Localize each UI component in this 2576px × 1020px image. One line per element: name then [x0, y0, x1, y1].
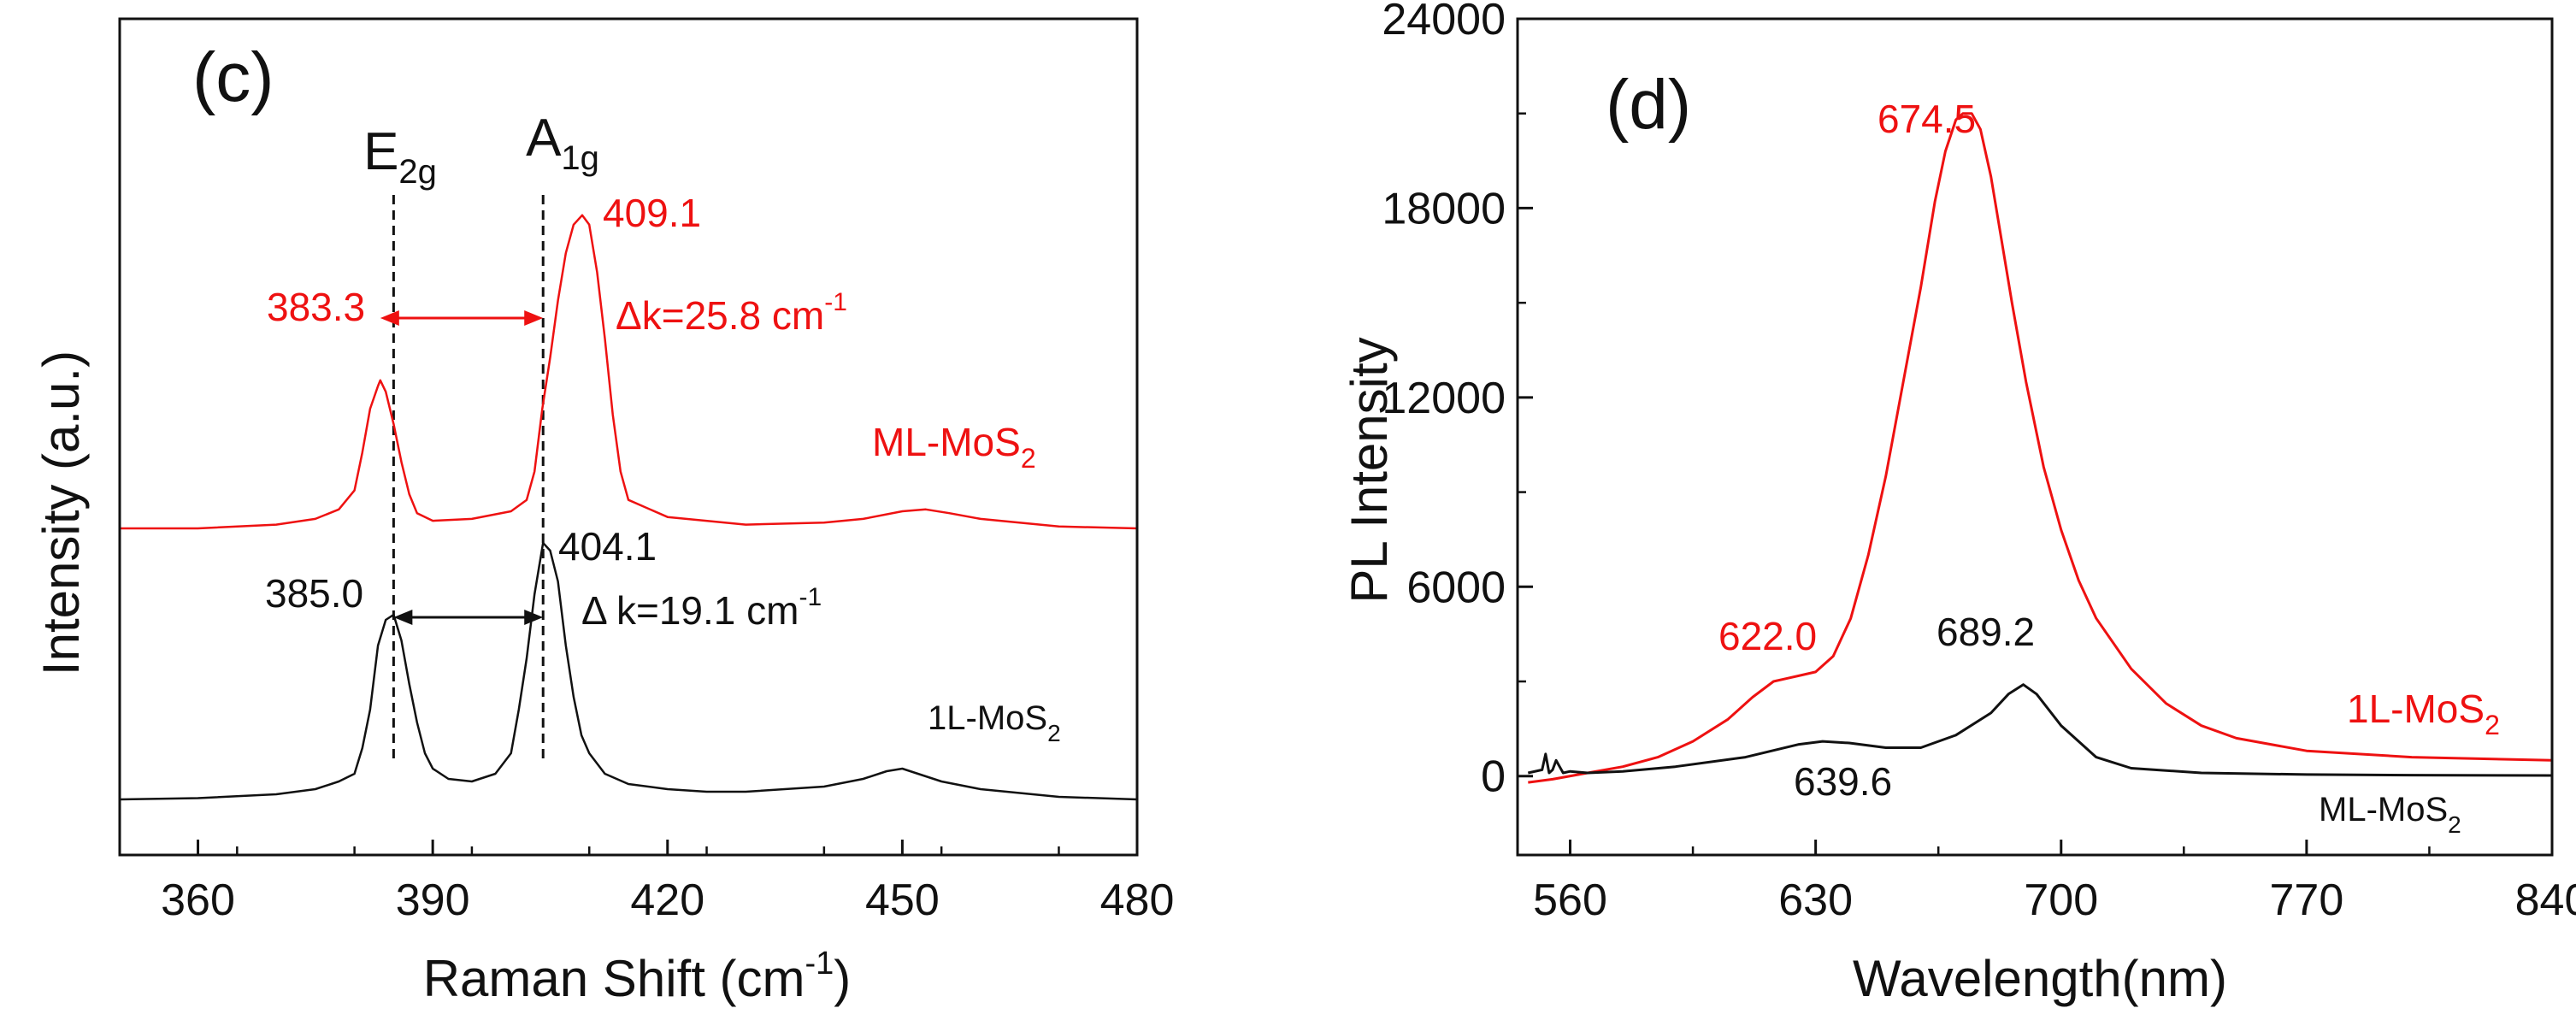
y-tick-label-24000: 24000	[1382, 0, 1506, 44]
y-tick-label-0: 0	[1481, 752, 1506, 802]
series-label-1l-mos2-pl-base: 1L-MoS	[2347, 687, 2485, 731]
annotation-674-5: 674.5	[1877, 97, 1976, 141]
shift-label-ml-sup: -1	[824, 288, 847, 316]
panel-d-y-ticks: 0 6000 12000 18000 24000	[1382, 0, 1533, 802]
series-label-1l-mos2-pl: 1L-MoS2	[2347, 687, 2500, 740]
y-tick-label-12000: 12000	[1382, 374, 1506, 423]
panel-d-xlabel: Wavelength(nm)	[1853, 950, 2227, 1007]
series-label-ml-mos2-raman-base: ML-MoS	[872, 420, 1021, 464]
series-line-1l-mos2-pl	[1528, 112, 2553, 784]
series-label-ml-mos2-raman: ML-MoS2	[872, 420, 1036, 474]
mode-label-a1g-sub: 1g	[561, 139, 599, 177]
panel-c: (c) Intensity (a.u.) Raman Shift (cm-1) …	[32, 17, 1175, 1007]
series-line-ml-mos2-raman	[120, 214, 1138, 530]
panel-d-label: (d)	[1606, 66, 1691, 144]
panel-c-ylabel: Intensity (a.u.)	[32, 351, 90, 675]
series-label-ml-mos2-raman-sub: 2	[1021, 443, 1036, 474]
x-tick-label-630: 630	[1778, 876, 1853, 925]
mode-label-a1g: A1g	[526, 109, 599, 177]
mode-label-a1g-base: A	[526, 109, 562, 168]
panel-c-xlabel: Raman Shift (cm-1)	[423, 946, 852, 1007]
x-tick-label-700: 700	[2024, 876, 2098, 925]
shift-arrow-ml-head-left	[380, 310, 399, 326]
panel-d-ylabel: PL Intensity	[1341, 337, 1398, 603]
mode-label-e2g-base: E	[363, 122, 398, 181]
x-tick-label-390: 390	[396, 876, 470, 925]
series-label-1l-mos2-raman-base: 1L-MoS	[928, 699, 1047, 737]
series-line-1l-mos2-raman	[119, 541, 1138, 801]
annotation-404-1: 404.1	[558, 524, 657, 569]
mode-label-e2g-sub: 2g	[398, 153, 437, 191]
shift-label-1l: Δ k=19.1 cm-1	[581, 583, 822, 633]
panel-c-axes-frame	[118, 17, 1139, 857]
series-label-1l-mos2-raman: 1L-MoS2	[928, 699, 1061, 746]
series-line-ml-mos2-pl	[1527, 683, 2553, 777]
x-tick-label-450: 450	[865, 876, 940, 925]
annotation-385-0: 385.0	[265, 571, 363, 616]
series-label-ml-mos2-pl-base: ML-MoS	[2319, 791, 2448, 828]
shift-label-ml: Δk=25.8 cm-1	[616, 288, 847, 338]
panel-d: (d) PL Intensity Wavelength(nm) 674.5 62…	[1341, 0, 2576, 1007]
series-label-1l-mos2-pl-sub: 2	[2485, 710, 2500, 740]
series-label-ml-mos2-pl: ML-MoS2	[2319, 791, 2461, 838]
mode-label-e2g: E2g	[363, 122, 437, 191]
shift-label-1l-sup: -1	[799, 583, 822, 611]
shift-label-1l-text: Δ k=19.1 cm	[581, 588, 799, 633]
shift-arrow-1l	[393, 610, 544, 625]
panel-d-axes-frame	[1516, 17, 2554, 857]
panel-c-x-ticks: 360 390 420 450 480	[118, 840, 1175, 925]
annotation-639-6: 639.6	[1794, 759, 1892, 804]
shift-arrow-ml	[380, 310, 544, 326]
x-tick-label-770: 770	[2269, 876, 2343, 925]
y-tick-label-6000: 6000	[1406, 563, 1506, 612]
y-tick-label-18000: 18000	[1382, 184, 1506, 233]
panel-c-xlabel-close: )	[834, 950, 851, 1007]
x-tick-label-560: 560	[1533, 876, 1607, 925]
panel-d-x-ticks: 560 630 700 770 840	[1533, 840, 2576, 925]
annotation-689-2: 689.2	[1936, 610, 2035, 654]
annotation-409-1: 409.1	[603, 191, 701, 235]
x-tick-label-480: 480	[1100, 876, 1175, 925]
x-tick-label-420: 420	[630, 876, 704, 925]
x-tick-label-360: 360	[161, 876, 235, 925]
panel-c-label: (c)	[192, 38, 274, 116]
x-tick-label-840: 840	[2515, 876, 2576, 925]
panel-c-xlabel-main: Raman Shift (cm	[423, 950, 805, 1007]
annotation-622-0: 622.0	[1718, 614, 1817, 658]
series-label-ml-mos2-pl-sub: 2	[2448, 811, 2461, 838]
shift-arrow-ml-head-right	[524, 310, 544, 326]
series-label-1l-mos2-raman-sub: 2	[1047, 720, 1061, 746]
shift-arrow-1l-head-left	[393, 610, 413, 625]
annotation-383-3: 383.3	[267, 285, 365, 329]
panel-c-xlabel-sup: -1	[805, 946, 834, 982]
shift-arrow-1l-head-right	[524, 610, 544, 625]
shift-label-ml-text: Δk=25.8 cm	[616, 293, 824, 338]
